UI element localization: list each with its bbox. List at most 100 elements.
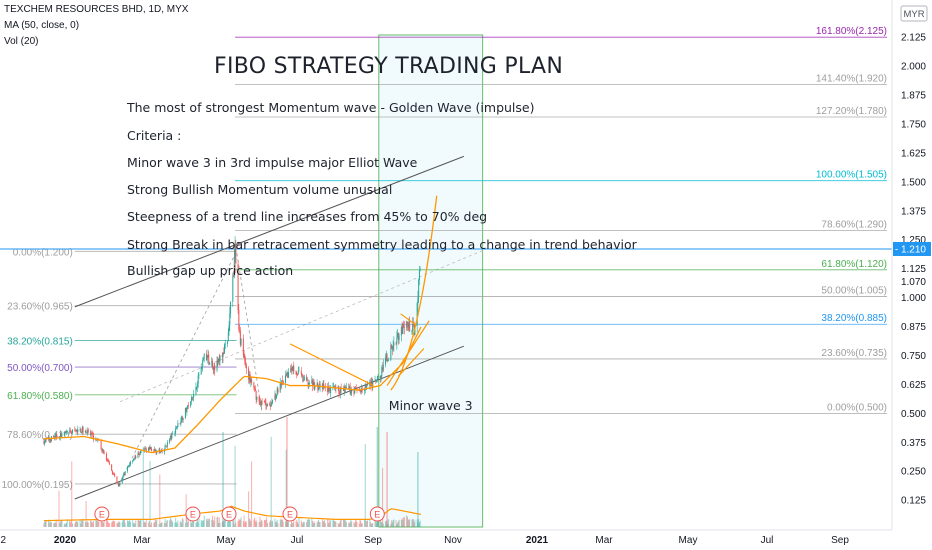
candle-263 (319, 383, 321, 388)
volume-bar-311 (370, 523, 372, 527)
y-tick-13: 0.625 (901, 380, 926, 391)
fib-left-label-3: 50.00%(0.700) (7, 363, 73, 374)
candle-136 (186, 407, 188, 412)
volume-bar-264 (321, 519, 323, 527)
volume-bar-145 (196, 521, 198, 527)
candle-246 (302, 374, 304, 381)
candle-258 (314, 385, 316, 390)
candle-40 (85, 430, 87, 433)
candle-238 (293, 366, 295, 372)
volume-bar-1 (44, 521, 46, 527)
volume-bar-21 (65, 523, 67, 527)
earnings-marker-4[interactable] (369, 506, 385, 522)
candle-320 (380, 376, 382, 378)
volume-bar-2 (44, 521, 46, 527)
volume-bar-126 (175, 521, 177, 527)
volume-bar-142 (192, 521, 194, 527)
candle-259 (316, 383, 318, 386)
candle-255 (312, 379, 314, 387)
volume-bar-121 (170, 519, 172, 527)
volume-bar-158 (208, 518, 210, 527)
volume-bar-269 (327, 519, 329, 527)
y-tick-12: 0.750 (901, 351, 926, 362)
volume-bar-194 (248, 491, 250, 527)
candle-36 (81, 431, 83, 433)
volume-bar-23 (66, 519, 68, 527)
volume-bar-19 (63, 524, 65, 527)
candle-108 (156, 451, 158, 454)
candle-49 (95, 439, 97, 441)
candle-140 (190, 397, 192, 402)
candle-171 (223, 353, 225, 355)
candle-43 (87, 430, 89, 432)
volume-spike-0 (222, 432, 224, 527)
volume-bar-155 (206, 518, 208, 527)
volume-bar-308 (367, 520, 369, 527)
candle-76 (123, 473, 125, 477)
volume-bar-352 (413, 522, 415, 527)
volume-bar-310 (370, 522, 372, 527)
earnings-marker-3[interactable] (282, 506, 298, 522)
candle-355 (417, 297, 419, 304)
last-price-badge (893, 241, 931, 256)
volume-bar-72 (118, 521, 120, 527)
candle-70 (117, 482, 119, 484)
candle-163 (214, 365, 216, 371)
candle-215 (269, 404, 271, 407)
candle-122 (171, 433, 173, 439)
volume-bar-163 (214, 516, 216, 527)
volume-bar-255 (312, 521, 314, 527)
candle-96 (144, 448, 146, 451)
candle-183 (235, 244, 237, 264)
volume-bar-42 (87, 521, 89, 527)
candle-143 (193, 393, 195, 398)
volume-spike-3 (386, 432, 388, 527)
volume-bar-65 (111, 521, 113, 527)
candle-28 (72, 429, 74, 433)
volume-bar-251 (307, 519, 309, 527)
earnings-marker-2[interactable] (221, 506, 237, 522)
volume-bar-83 (129, 521, 131, 527)
volume-bar-109 (158, 523, 160, 527)
volume-bar-260 (317, 521, 319, 527)
volume-bar-89 (137, 520, 139, 527)
volume-bar-127 (176, 523, 178, 527)
x-tick-2: Mar (133, 535, 151, 546)
fib-right-label-6: 50.00%(1.005) (821, 285, 887, 296)
candle-189 (242, 338, 244, 355)
volume-bar-52 (97, 521, 99, 527)
volume-bar-24 (69, 520, 71, 527)
volume-indicator-label[interactable]: Vol (20) (4, 36, 39, 47)
volume-spike-2 (376, 427, 378, 527)
volume-bar-43 (87, 522, 89, 527)
volume-bar-5 (48, 522, 50, 527)
candle-328 (388, 359, 390, 361)
candle-319 (379, 376, 381, 378)
candle-357 (418, 270, 420, 280)
volume-bar-302 (360, 523, 362, 527)
volume-bar-340 (401, 518, 403, 527)
volume-bar-129 (179, 522, 181, 527)
candle-132 (181, 416, 183, 420)
candle-2 (44, 438, 46, 442)
volume-bar-38 (82, 518, 84, 527)
candle-273 (330, 387, 332, 393)
ma-indicator-label[interactable]: MA (50, close, 0) (4, 20, 80, 31)
fib-right-label-0: 161.80%(2.125) (816, 26, 887, 37)
candle-329 (390, 344, 392, 360)
candle-83 (129, 462, 131, 465)
candle-67 (113, 473, 115, 475)
candle-129 (179, 423, 181, 424)
volume-bar-181 (233, 524, 235, 527)
volume-bar-107 (155, 520, 157, 527)
earnings-marker-0[interactable] (94, 506, 110, 522)
volume-bar-182 (234, 445, 236, 527)
earnings-marker-1[interactable] (185, 506, 201, 522)
candle-123 (172, 433, 174, 434)
volume-bar-228 (282, 521, 284, 527)
volume-bar-67 (113, 520, 115, 527)
volume-bar-270 (327, 523, 329, 527)
candle-201 (254, 388, 256, 391)
candle-316 (376, 379, 378, 382)
